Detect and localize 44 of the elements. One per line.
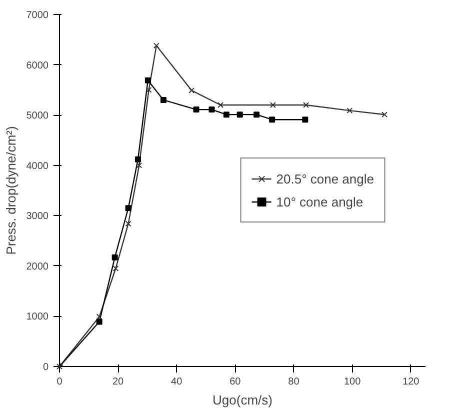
y-tick-label: 2000	[26, 261, 49, 272]
point	[382, 112, 388, 118]
x-tick-label: 40	[171, 376, 183, 388]
point	[302, 116, 308, 123]
y-tick-label: 1000	[26, 312, 49, 323]
point	[96, 318, 102, 325]
y-axis-title: Press. drop(dyne/cm²)	[3, 126, 18, 255]
y-tick-label: 5000	[26, 110, 49, 122]
legend-label: 20.5° cone angle	[276, 171, 374, 186]
legend-label: 10° cone angle	[276, 194, 364, 209]
x-tick-label: 20	[112, 376, 124, 388]
point	[346, 108, 353, 114]
point	[223, 112, 230, 118]
y-tick-label: 7000	[26, 10, 49, 21]
x-tick-label: 120	[402, 376, 420, 388]
x-tick-label: 0	[56, 376, 63, 388]
point	[193, 106, 200, 113]
x-axis-title: Ugo(cm/s)	[212, 392, 272, 408]
x-tick-label: 60	[230, 376, 242, 388]
point	[160, 96, 166, 103]
point	[153, 42, 160, 49]
x-tick-label: 100	[344, 376, 362, 388]
y-tick-label: 6000	[26, 60, 49, 72]
point	[188, 87, 195, 94]
point	[218, 102, 224, 108]
point	[236, 112, 243, 118]
point	[96, 314, 102, 320]
point	[254, 112, 260, 118]
point	[112, 265, 119, 272]
point	[146, 86, 152, 93]
y-tick-label: 4000	[26, 160, 49, 172]
point	[112, 254, 118, 260]
point	[136, 162, 142, 168]
point	[270, 102, 276, 108]
point	[125, 205, 132, 212]
point	[208, 106, 215, 113]
point	[303, 102, 310, 108]
point	[134, 156, 141, 162]
point	[269, 116, 276, 123]
x-tick-label: 80	[288, 376, 300, 388]
point	[144, 77, 151, 84]
y-tick-label: 3000	[26, 211, 49, 222]
y-tick-label: 0	[42, 362, 49, 373]
point	[125, 220, 132, 227]
